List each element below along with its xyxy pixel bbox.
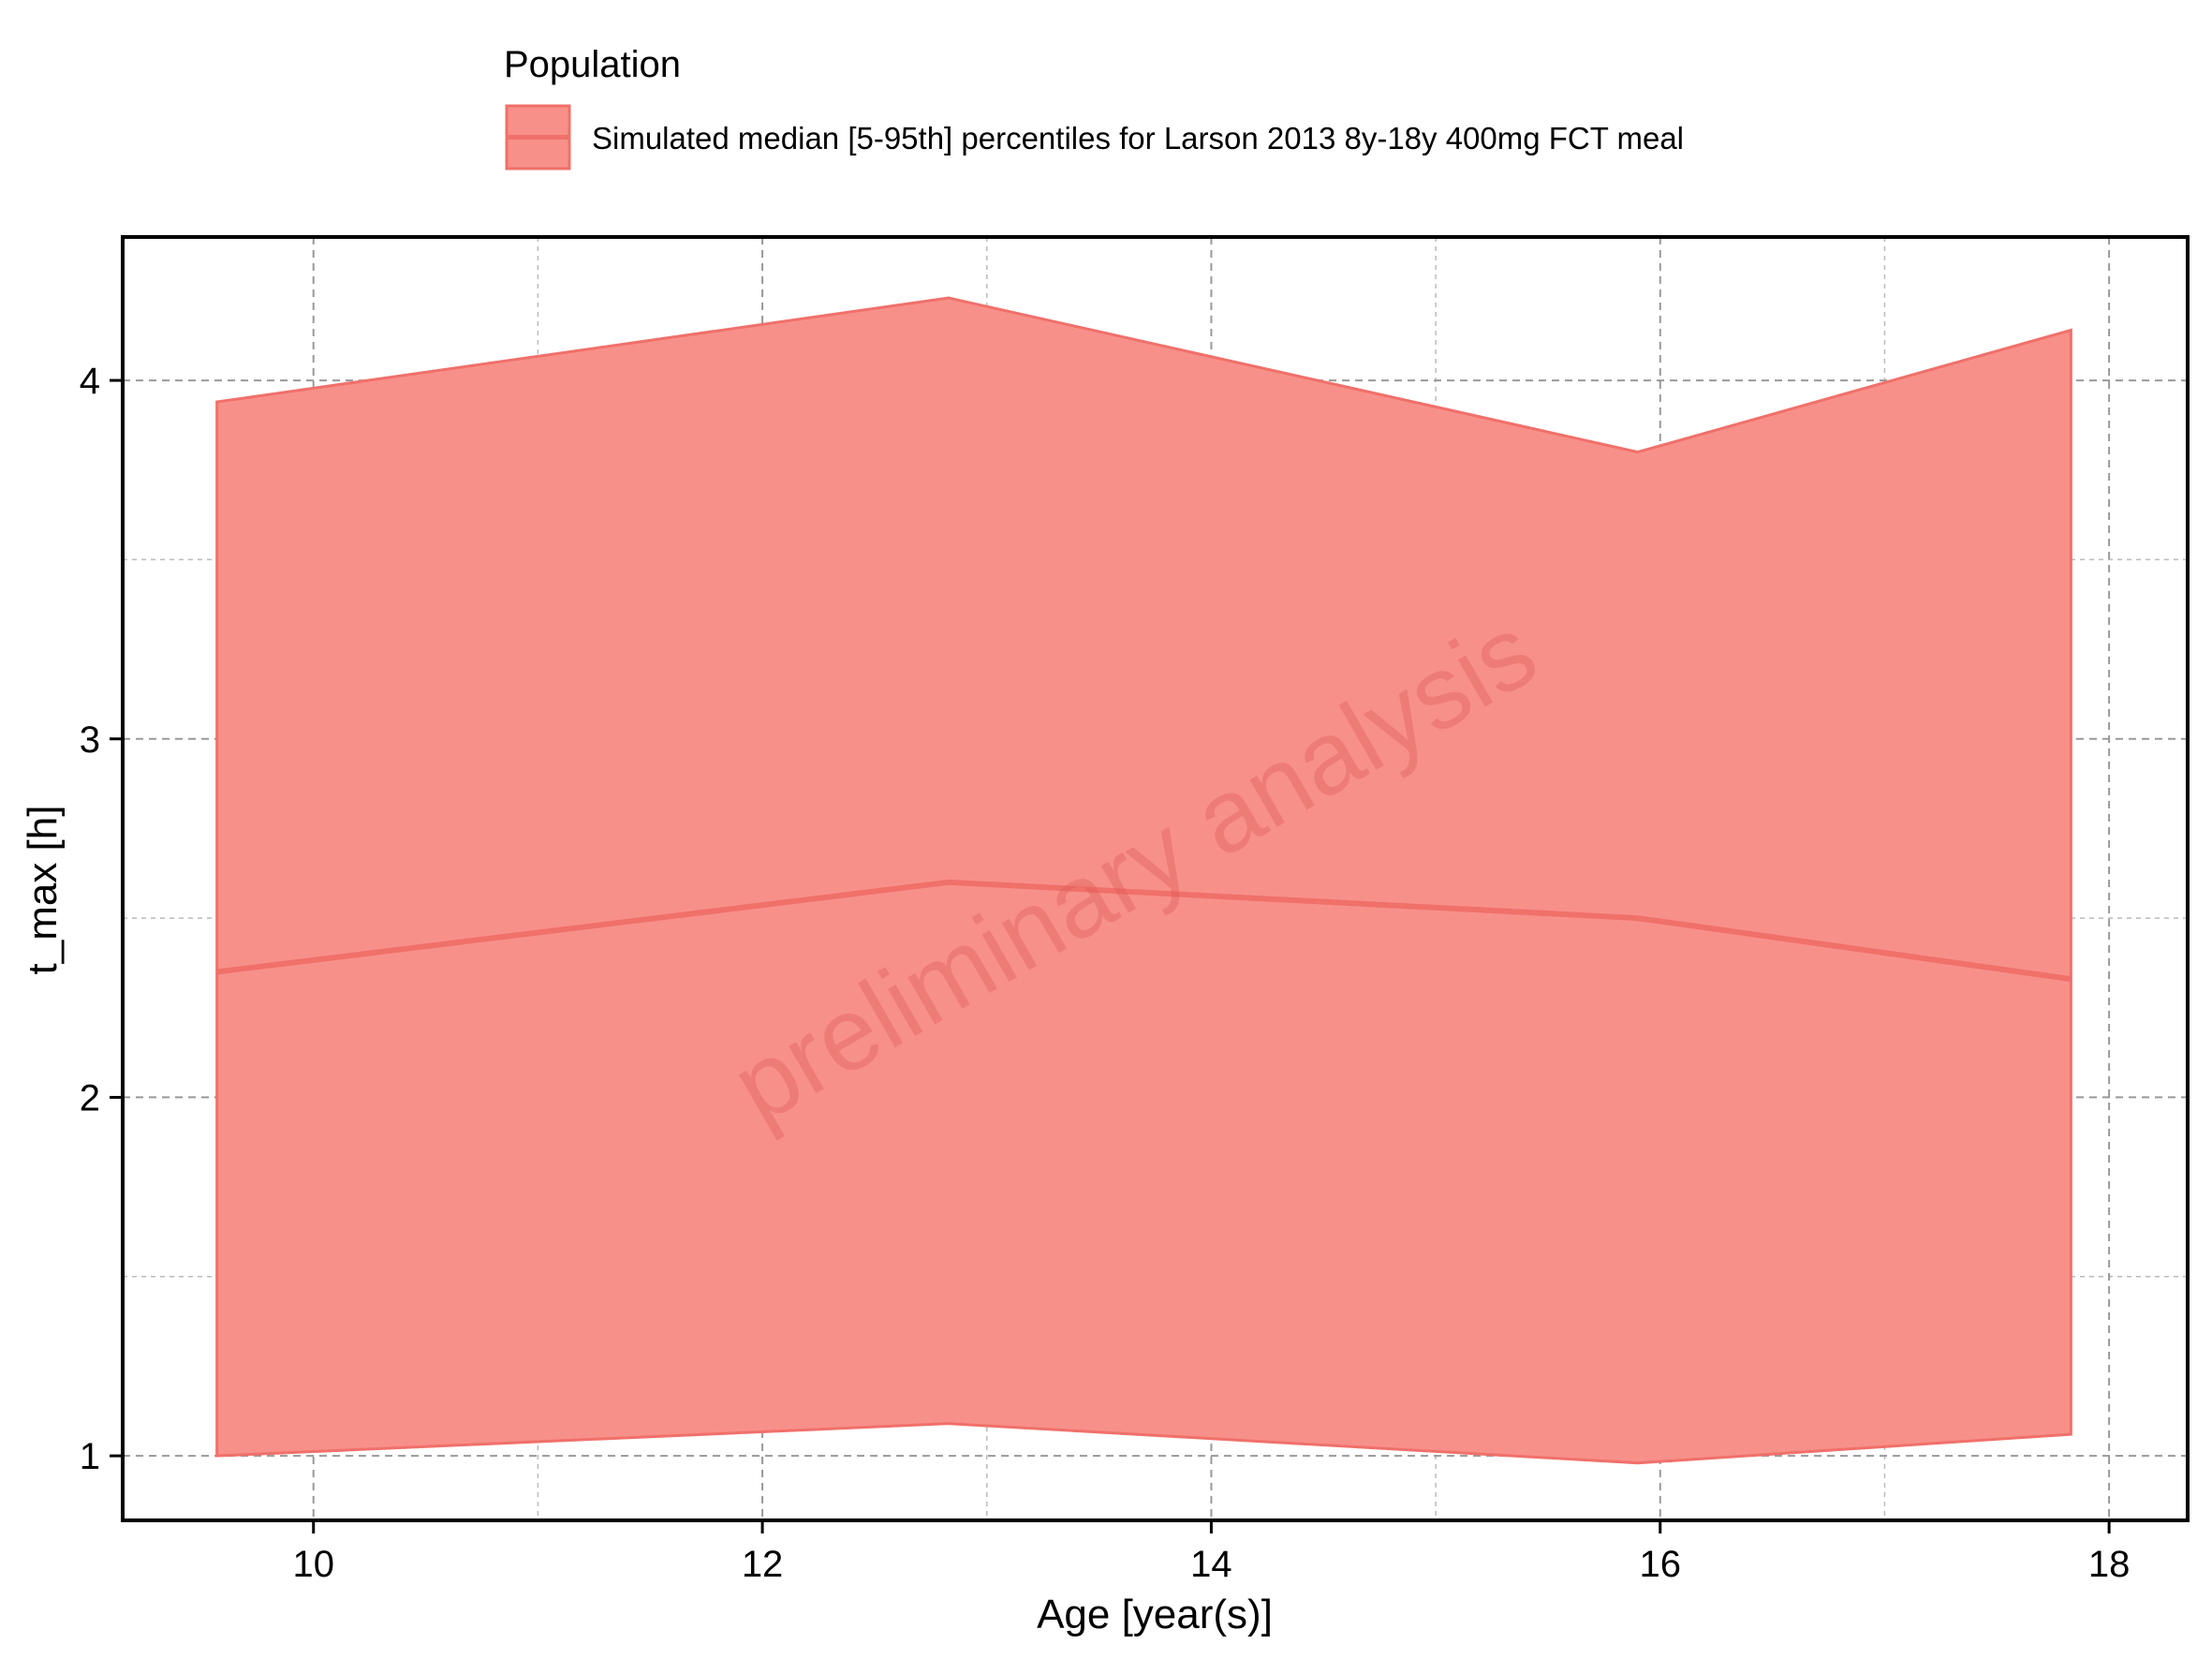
x-axis: 10 12 14 16 18 [292,1520,2130,1585]
y-tick-label: 1 [80,1436,100,1477]
legend: Population Simulated median [5-95th] per… [504,44,1684,170]
panel-border [121,235,2190,1522]
plot-area: preliminary analysis [121,235,2190,1522]
x-tick-label: 14 [1190,1544,1232,1585]
x-tick-label: 18 [2088,1544,2131,1585]
y-axis: 1 2 3 4 [80,361,123,1477]
legend-title: Population [504,44,681,85]
x-tick-label: 12 [742,1544,784,1585]
percentile-band [215,296,2072,1465]
y-tick-label: 4 [80,361,100,402]
legend-entry-label: Simulated median [5-95th] percentiles fo… [592,121,1684,156]
median-line [216,879,2072,983]
y-axis-title: t_max [h] [20,806,66,975]
x-axis-title: Age [year(s)] [1037,1592,1273,1637]
y-tick-label: 3 [80,719,100,761]
x-tick-label: 10 [292,1544,334,1585]
x-tick-label: 16 [1640,1544,1682,1585]
y-tick-label: 2 [80,1077,100,1118]
